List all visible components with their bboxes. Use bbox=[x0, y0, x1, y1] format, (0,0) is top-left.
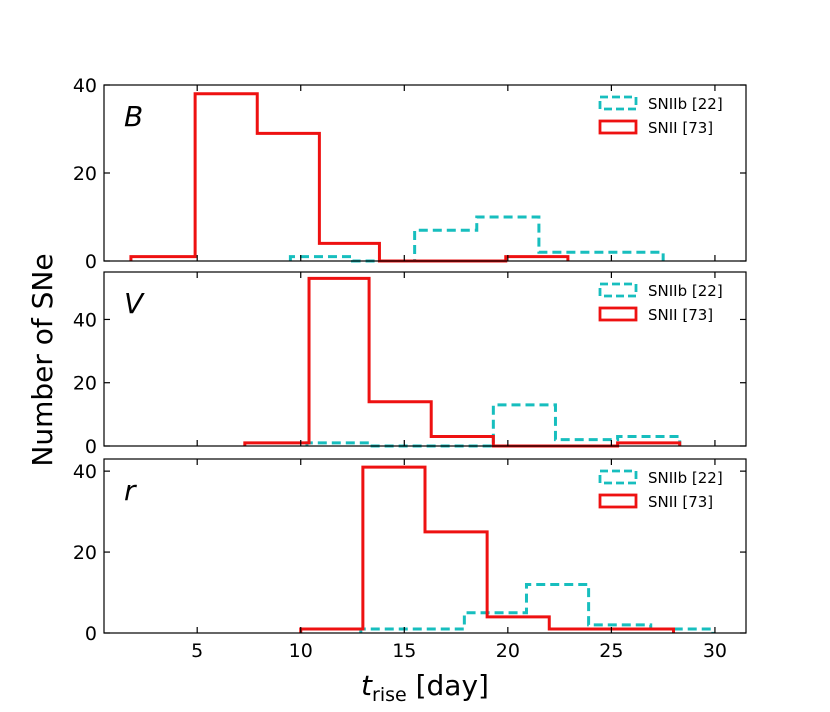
legend-swatch-snii bbox=[598, 119, 638, 135]
x-tick-label: 25 bbox=[599, 640, 623, 662]
y-tick-label: 40 bbox=[73, 461, 97, 483]
y-tick-label: 20 bbox=[73, 373, 97, 395]
legend-swatch-sniib bbox=[598, 95, 638, 111]
x-axis-label-sub: rise bbox=[372, 684, 407, 706]
legend-label: SNIIb [22] bbox=[648, 282, 723, 300]
panel-frame bbox=[103, 271, 747, 447]
panel-r: 0 20 40 r SNIIb [22] SNII [73] bbox=[73, 458, 747, 645]
legend-label: SNIIb [22] bbox=[648, 469, 723, 487]
y-tick-label: 20 bbox=[73, 163, 97, 185]
panel-V: 0 20 40 V SNIIb [22] SNII [73] bbox=[73, 271, 747, 458]
x-tick-label: 15 bbox=[392, 640, 416, 662]
hist-snii-V bbox=[243, 276, 682, 448]
legend-label: SNII [73] bbox=[648, 493, 713, 511]
legend-swatch-sniib bbox=[598, 469, 638, 485]
y-tick-label: 0 bbox=[85, 436, 97, 458]
legend-swatch-sniib bbox=[598, 282, 638, 298]
panels-group: 0 20 40 B SNIIb [22] SNII [73] 0 20 40 V SNIIb [22… bbox=[73, 75, 747, 662]
band-label: V bbox=[124, 287, 145, 320]
legend-swatch-snii bbox=[598, 306, 638, 322]
y-tick-label: 0 bbox=[85, 251, 97, 273]
hist-sniib-r bbox=[359, 582, 715, 633]
hist-snii-r bbox=[299, 465, 676, 633]
x-axis-label-unit: [day] bbox=[407, 669, 489, 702]
panel-B: 0 20 40 B SNIIb [22] SNII [73] bbox=[73, 75, 747, 273]
y-axis-label: Number of SNe bbox=[26, 253, 59, 466]
band-label: r bbox=[124, 474, 137, 507]
x-axis-label-main: t bbox=[361, 669, 373, 702]
y-tick-label: 20 bbox=[73, 542, 97, 564]
hist-snii-B bbox=[129, 92, 570, 263]
x-tick-label: 20 bbox=[496, 640, 520, 662]
x-tick-label: 10 bbox=[289, 640, 313, 662]
panel-frame bbox=[103, 458, 747, 634]
legend-label: SNII [73] bbox=[648, 306, 713, 324]
x-tick-label: 30 bbox=[703, 640, 727, 662]
x-axis-label: trise [day] bbox=[361, 669, 489, 706]
x-tick-label: 5 bbox=[191, 640, 203, 662]
legend-swatch-snii bbox=[598, 493, 638, 509]
legend-label: SNIIb [22] bbox=[648, 95, 723, 113]
hist-sniib-B bbox=[288, 215, 665, 263]
band-label: B bbox=[124, 100, 143, 133]
y-tick-label: 40 bbox=[73, 75, 97, 97]
hist-sniib-V bbox=[305, 403, 682, 448]
legend-label: SNII [73] bbox=[648, 119, 713, 137]
y-tick-label: 0 bbox=[85, 623, 97, 645]
y-tick-label: 40 bbox=[73, 309, 97, 331]
